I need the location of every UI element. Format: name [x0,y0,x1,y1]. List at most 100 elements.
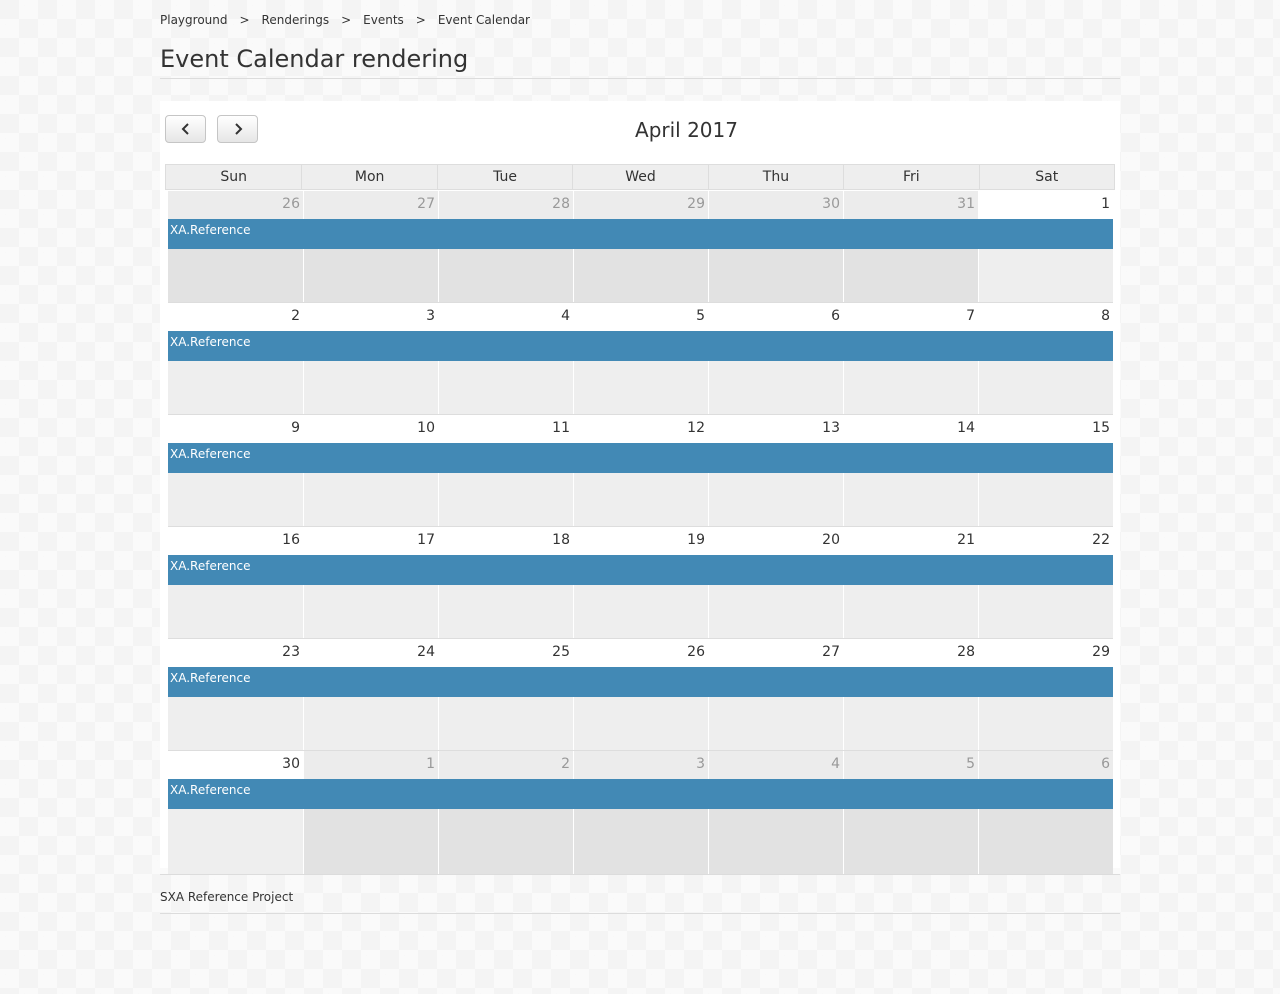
breadcrumb-playground[interactable]: Playground [160,13,228,27]
day-number: 5 [696,308,705,324]
breadcrumb: Playground > Renderings > Events > Event… [160,13,530,27]
day-cell-body [304,697,438,750]
day-cell-body [439,361,573,414]
day-cell-body [709,473,843,526]
day-cell-body [168,249,303,302]
footer-text: SXA Reference Project [160,890,294,904]
day-cell[interactable]: 1 [303,751,438,874]
calendar-grid: 26 27 28 29 30 31 1 XA.Reference 2 3 4 5 6 7 8 XA.Refer… [168,191,1113,875]
day-cell[interactable]: 6 [978,751,1113,874]
day-cell-body [844,697,978,750]
day-cell-body [168,361,303,414]
day-number: 30 [282,756,300,772]
day-number: 28 [552,196,570,212]
breadcrumb-separator: > [415,13,426,27]
calendar-title: April 2017 [635,118,738,142]
day-cell[interactable]: 4 [708,751,843,874]
day-cell[interactable]: 5 [843,751,978,874]
day-number: 23 [282,644,300,660]
day-cell-body [439,809,573,874]
day-cell-body [168,585,303,638]
day-cell-body [709,361,843,414]
weekday-fri: Fri [843,165,978,189]
weekday-wed: Wed [572,165,707,189]
weekday-tue: Tue [436,165,572,189]
day-number: 24 [417,644,435,660]
day-cell-body [168,809,303,874]
day-cell-body [979,585,1113,638]
day-cell-body [844,249,978,302]
breadcrumb-current: Event Calendar [437,13,530,27]
calendar-week: 2 3 4 5 6 7 8 XA.Reference [168,303,1113,415]
day-cell[interactable]: 3 [573,751,708,874]
breadcrumb-separator: > [239,13,250,27]
day-cell-body [979,809,1113,874]
day-cell-body [168,697,303,750]
day-number: 25 [552,644,570,660]
day-cell-body [439,473,573,526]
day-number: 29 [1092,644,1110,660]
day-number: 11 [552,420,570,436]
calendar-week: 16 17 18 19 20 21 22 XA.Reference [168,527,1113,639]
calendar-toolbar: April 2017 [165,115,1115,145]
day-cell[interactable]: 2 [438,751,573,874]
calendar-week: 30 1 2 3 4 5 6 XA.Reference [168,751,1113,875]
day-cell-body [574,473,708,526]
day-number: 14 [957,420,975,436]
day-number: 17 [417,532,435,548]
day-number: 26 [282,196,300,212]
event-bar[interactable]: XA.Reference [168,667,1113,697]
day-number: 12 [687,420,705,436]
day-cell-body [979,361,1113,414]
day-cell-body [439,249,573,302]
day-number: 5 [966,756,975,772]
day-number: 2 [291,308,300,324]
footer-divider-top [160,874,1120,875]
breadcrumb-separator: > [341,13,352,27]
day-number: 21 [957,532,975,548]
day-cell[interactable]: 30 [168,751,303,874]
day-number: 15 [1092,420,1110,436]
page-title: Event Calendar rendering [160,44,1120,79]
day-cell-body [979,473,1113,526]
calendar-week: 23 24 25 26 27 28 29 XA.Reference [168,639,1113,751]
day-cell-body [574,585,708,638]
weekday-sun: Sun [220,169,248,185]
day-number: 28 [957,644,975,660]
day-number: 27 [822,644,840,660]
weekday-mon: Mon [301,165,436,189]
day-number: 18 [552,532,570,548]
event-bar[interactable]: XA.Reference [168,555,1113,585]
day-cell-body [439,585,573,638]
event-bar[interactable]: XA.Reference [168,779,1113,809]
day-number: 6 [831,308,840,324]
next-month-button[interactable] [217,115,258,143]
day-number: 6 [1101,756,1110,772]
chevron-right-icon [234,123,242,135]
day-number: 27 [417,196,435,212]
day-number: 26 [687,644,705,660]
day-number: 13 [822,420,840,436]
calendar-week: 26 27 28 29 30 31 1 XA.Reference [168,191,1113,303]
breadcrumb-events[interactable]: Events [363,13,404,27]
day-cell-body [979,697,1113,750]
event-bar[interactable]: XA.Reference [168,219,1113,249]
day-number: 22 [1092,532,1110,548]
day-number: 8 [1101,308,1110,324]
day-cell-body [574,697,708,750]
weekday-sat: Sat [978,165,1114,189]
event-bar[interactable]: XA.Reference [168,443,1113,473]
day-number: 3 [696,756,705,772]
day-cell-body [574,249,708,302]
day-number: 7 [966,308,975,324]
event-bar[interactable]: XA.Reference [168,331,1113,361]
prev-month-button[interactable] [165,115,206,143]
day-number: 31 [957,196,975,212]
day-cell-body [844,809,978,874]
breadcrumb-renderings[interactable]: Renderings [261,13,330,27]
day-cell-body [709,249,843,302]
footer-divider-bottom [160,913,1120,914]
day-number: 19 [687,532,705,548]
day-number: 16 [282,532,300,548]
day-number: 1 [426,756,435,772]
